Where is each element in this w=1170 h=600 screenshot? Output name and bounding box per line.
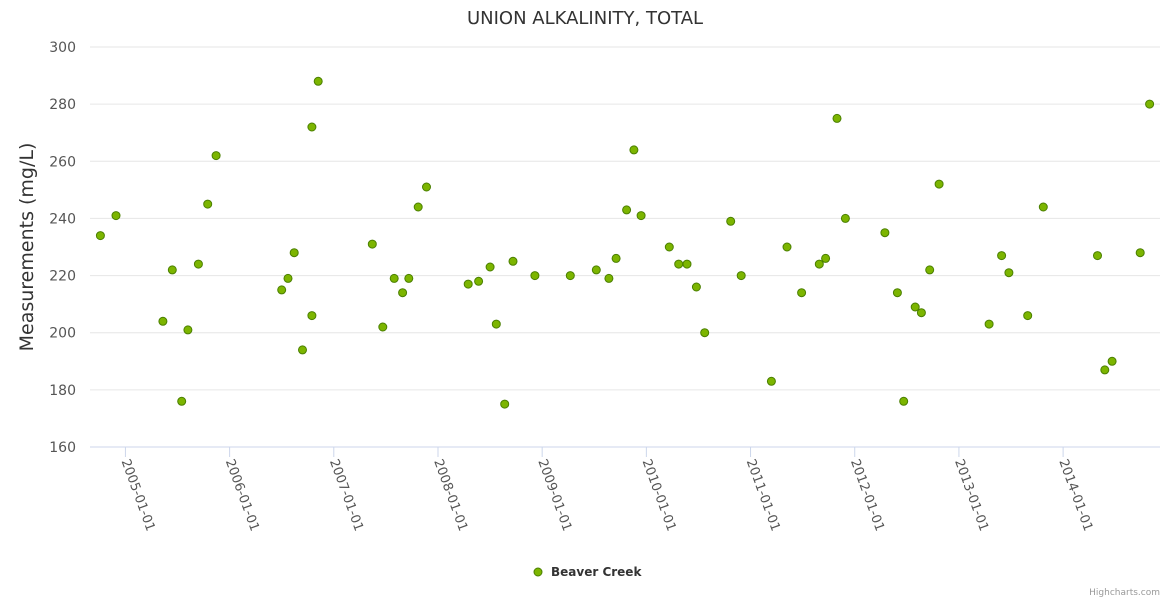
data-point[interactable] <box>636 211 646 221</box>
data-point[interactable] <box>892 288 902 298</box>
legend-marker <box>533 567 543 577</box>
x-tick-label: 2007-01-01 <box>326 457 366 533</box>
data-point[interactable] <box>307 311 317 321</box>
data-point[interactable] <box>211 151 221 161</box>
data-point[interactable] <box>682 259 692 269</box>
chart-title: UNION ALKALINITY, TOTAL <box>467 8 703 29</box>
data-point[interactable] <box>491 319 501 329</box>
data-point[interactable] <box>880 228 890 238</box>
data-point[interactable] <box>910 302 920 312</box>
data-point[interactable] <box>158 316 168 326</box>
data-point[interactable] <box>925 265 935 275</box>
data-point[interactable] <box>797 288 807 298</box>
data-point[interactable] <box>203 199 213 209</box>
data-point[interactable] <box>832 113 842 123</box>
data-point[interactable] <box>604 273 614 283</box>
data-point[interactable] <box>782 242 792 252</box>
x-tick-label: 2009-01-01 <box>534 457 574 533</box>
data-point[interactable] <box>591 265 601 275</box>
data-point[interactable] <box>307 122 317 132</box>
y-axis-ticks: 160 180 200 220 240 260 280 300 <box>49 40 76 456</box>
x-tick-label: 2005-01-01 <box>118 457 158 533</box>
x-axis: 2005-01-01 2006-01-01 2007-01-01 2008-01-01… <box>118 447 1095 533</box>
x-tick-label: 2010-01-01 <box>639 457 679 533</box>
data-point[interactable] <box>474 276 484 286</box>
y-tick-label: 240 <box>49 211 76 227</box>
data-point[interactable] <box>899 396 909 406</box>
y-tick-label: 200 <box>49 326 76 342</box>
legend-label: Beaver Creek <box>551 565 642 579</box>
series-beaver-creek <box>95 76 1155 409</box>
data-point[interactable] <box>289 248 299 258</box>
data-point[interactable] <box>177 396 187 406</box>
data-point[interactable] <box>1135 248 1145 258</box>
data-point[interactable] <box>700 328 710 338</box>
data-point[interactable] <box>997 251 1007 261</box>
data-point[interactable] <box>1093 251 1102 261</box>
data-point[interactable] <box>95 231 105 241</box>
data-point[interactable] <box>984 319 994 329</box>
data-point[interactable] <box>277 285 287 295</box>
data-point[interactable] <box>565 271 575 281</box>
data-point[interactable] <box>1023 311 1033 321</box>
data-point[interactable] <box>664 242 674 252</box>
gridlines <box>90 46 1160 448</box>
y-tick-label: 220 <box>49 269 76 285</box>
data-point[interactable] <box>422 182 431 192</box>
data-point[interactable] <box>674 259 684 269</box>
data-point[interactable] <box>622 205 632 215</box>
credits-link[interactable]: Highcharts.com <box>1089 588 1160 598</box>
data-point[interactable] <box>485 262 495 272</box>
data-point[interactable] <box>934 179 944 189</box>
data-point[interactable] <box>691 282 701 292</box>
data-point[interactable] <box>193 259 203 269</box>
data-point[interactable] <box>367 239 377 249</box>
data-point[interactable] <box>916 308 926 318</box>
x-tick-label: 2012-01-01 <box>847 457 887 533</box>
data-point[interactable] <box>463 279 473 289</box>
data-point[interactable] <box>111 211 121 221</box>
x-tick-label: 2014-01-01 <box>1055 457 1095 533</box>
data-point[interactable] <box>167 265 177 275</box>
data-point[interactable] <box>814 259 824 269</box>
data-point[interactable] <box>404 273 414 283</box>
data-point[interactable] <box>1100 365 1110 375</box>
data-point[interactable] <box>313 76 323 86</box>
data-point[interactable] <box>840 213 850 223</box>
legend-item-beaver-creek[interactable]: Beaver Creek <box>533 565 642 579</box>
data-point[interactable] <box>298 345 307 355</box>
x-tick-label: 2008-01-01 <box>430 457 470 533</box>
y-tick-label: 180 <box>49 383 76 399</box>
data-point[interactable] <box>1145 99 1155 109</box>
x-tick-label: 2006-01-01 <box>222 457 262 533</box>
data-point[interactable] <box>1038 202 1048 212</box>
y-tick-label: 260 <box>49 154 76 170</box>
data-point[interactable] <box>508 256 518 266</box>
data-point[interactable] <box>726 216 736 226</box>
data-point[interactable] <box>398 288 408 298</box>
data-point[interactable] <box>766 376 776 386</box>
data-point[interactable] <box>378 322 388 332</box>
data-point[interactable] <box>821 253 831 263</box>
data-point[interactable] <box>1004 268 1014 278</box>
data-point[interactable] <box>183 325 193 335</box>
data-point[interactable] <box>736 271 746 281</box>
data-point[interactable] <box>530 271 540 281</box>
data-point[interactable] <box>389 273 399 283</box>
data-point[interactable] <box>1107 356 1117 366</box>
y-tick-label: 280 <box>49 97 76 113</box>
y-axis-label: Measurements (mg/L) <box>16 143 38 352</box>
y-tick-label: 160 <box>49 440 76 456</box>
x-tick-label: 2013-01-01 <box>951 457 991 533</box>
data-point[interactable] <box>611 253 621 263</box>
data-point[interactable] <box>500 399 510 409</box>
data-point[interactable] <box>629 145 639 155</box>
y-tick-label: 300 <box>49 40 76 56</box>
data-point[interactable] <box>413 202 423 212</box>
x-tick-label: 2011-01-01 <box>743 457 783 533</box>
data-point[interactable] <box>283 273 293 283</box>
